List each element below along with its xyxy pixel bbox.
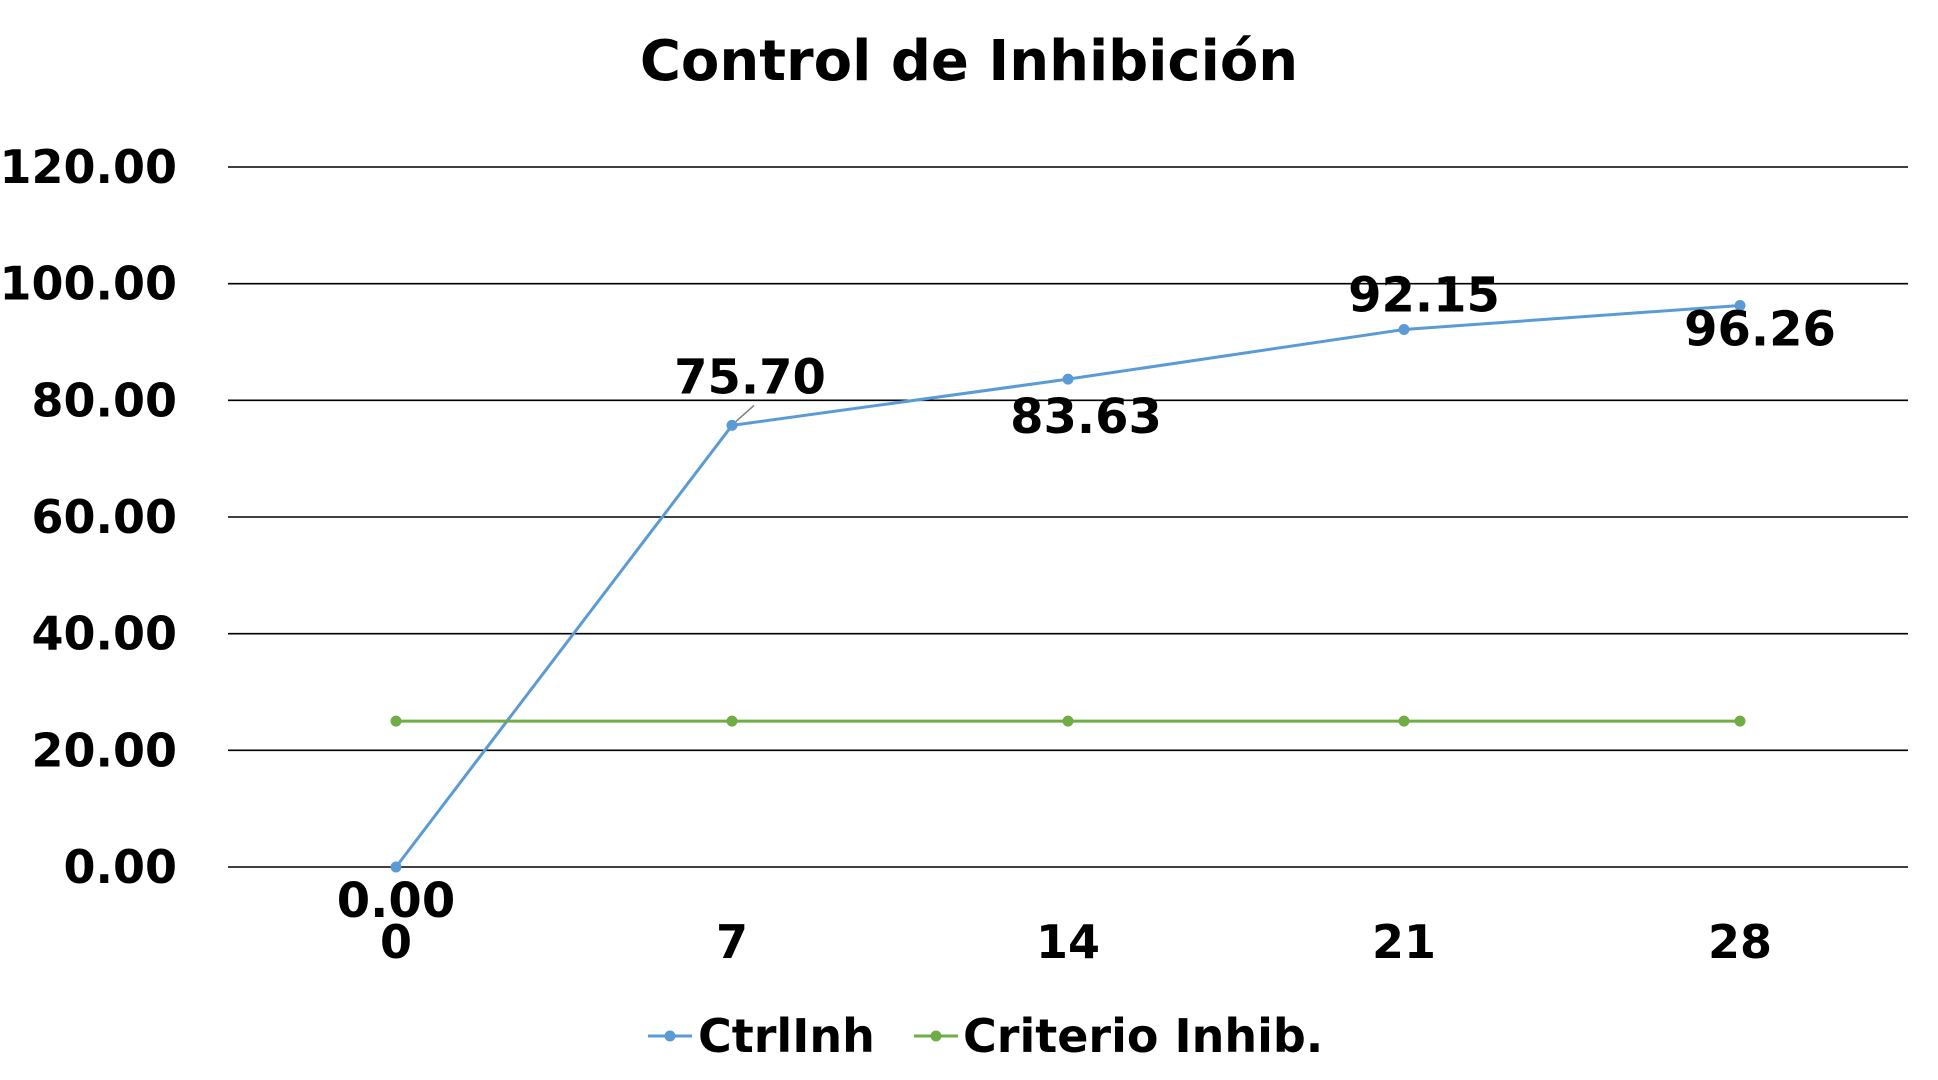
data-point <box>726 715 738 727</box>
data-point <box>1062 715 1074 727</box>
x-axis-ticks: 0 7 14 21 28 <box>380 915 1772 969</box>
x-tick-label: 28 <box>1708 915 1772 969</box>
data-point <box>390 861 402 873</box>
y-tick-label: 40.00 <box>31 607 177 661</box>
series <box>390 299 1746 873</box>
gridlines <box>228 166 1908 868</box>
data-label: 96.26 <box>1684 301 1836 357</box>
y-tick-label: 20.00 <box>31 723 177 777</box>
legend-label: CtrlInh <box>698 1009 875 1063</box>
data-point <box>1398 323 1410 335</box>
data-label: 83.63 <box>1010 389 1162 445</box>
x-tick-label: 0 <box>380 915 412 969</box>
x-tick-label: 14 <box>1036 915 1100 969</box>
x-tick-label: 21 <box>1372 915 1436 969</box>
data-point <box>1062 373 1074 385</box>
legend-swatch-marker <box>664 1030 676 1042</box>
y-axis-ticks: 0.00 20.00 40.00 60.00 80.00 100.00 120.00 <box>0 140 177 894</box>
data-point <box>1734 715 1746 727</box>
legend-label: Criterio Inhib. <box>963 1009 1323 1063</box>
y-tick-label: 120.00 <box>0 140 177 194</box>
data-point <box>726 419 738 431</box>
y-tick-label: 100.00 <box>0 257 177 311</box>
data-point <box>1398 715 1410 727</box>
data-label: 92.15 <box>1348 267 1500 323</box>
y-tick-label: 0.00 <box>64 840 178 894</box>
y-tick-label: 80.00 <box>31 373 177 427</box>
legend-swatch-marker <box>930 1030 942 1042</box>
data-point <box>1734 299 1746 311</box>
data-label: 0.00 <box>337 873 455 929</box>
x-tick-label: 7 <box>716 915 748 969</box>
chart-title: Control de Inhibición <box>640 29 1298 94</box>
data-label: 75.70 <box>674 349 826 405</box>
y-tick-label: 60.00 <box>31 490 177 544</box>
label-leader-line <box>735 404 755 422</box>
data-point <box>390 715 402 727</box>
data-labels: 0.00 75.70 83.63 92.15 96.26 <box>337 267 1836 929</box>
legend: CtrlInh Criterio Inhib. <box>648 1009 1323 1063</box>
